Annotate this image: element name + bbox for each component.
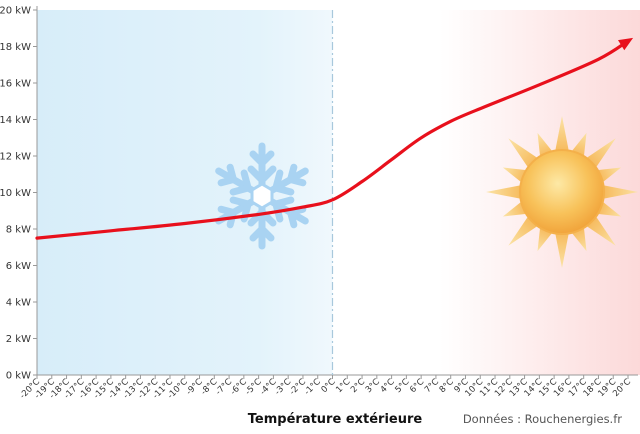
x-axis-title: Température extérieure [248,412,423,427]
y-tick-label: 16 kW [0,79,31,90]
y-tick-label: 0 kW [6,371,31,382]
series-line [35,39,630,240]
y-tick-label: 2 kW [6,334,31,345]
y-tick-label: 12 kW [0,152,31,163]
y-tick-label: 10 kW [0,188,31,199]
y-tick-label: 4 kW [6,298,31,309]
y-tick-label: 6 kW [6,261,31,272]
series-arrowhead [618,37,634,51]
y-tick-label: 14 kW [0,115,31,126]
y-tick-label: 8 kW [6,225,31,236]
source-credit: Données : Rouchenergies.fr [463,412,622,426]
y-tick-label: 18 kW [0,42,31,53]
snowflake-icon [213,142,311,246]
y-tick-label: 20 kW [0,6,31,17]
sun-icon [486,116,638,268]
